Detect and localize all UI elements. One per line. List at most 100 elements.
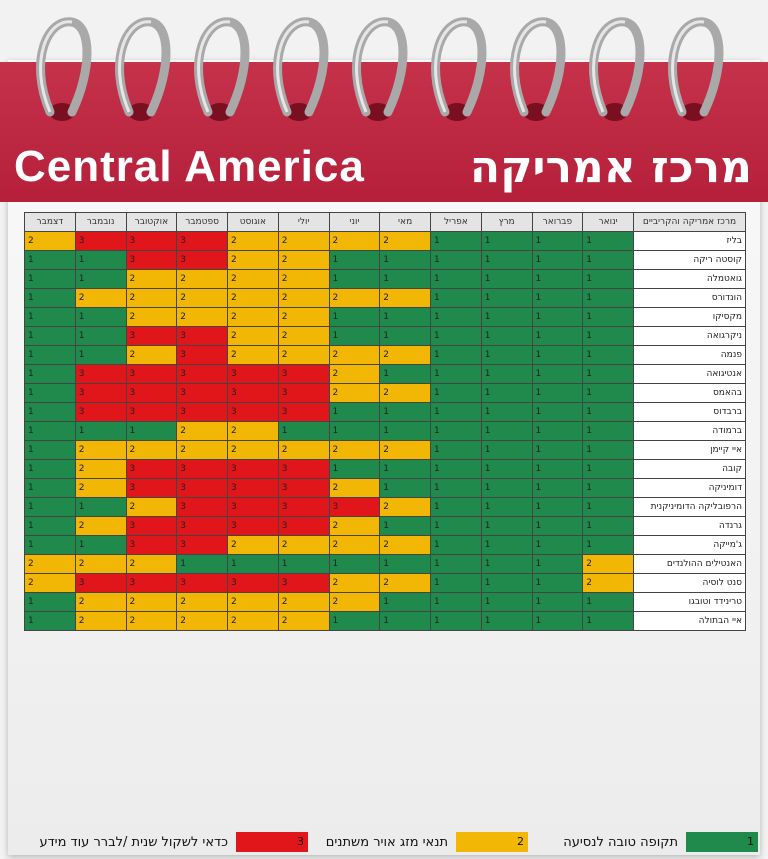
rating-cell: 1 [430,516,482,536]
rating-cell: 1 [430,573,482,593]
rating-cell: 1 [379,516,431,536]
country-row: פנמה 1 1 1 1 2 2 2 2 3 2 1 1 [24,345,746,365]
country-row: קוסטה ריקה 1 1 1 1 1 1 2 2 3 3 1 1 [24,250,746,270]
rating-cell: 1 [328,421,381,441]
rating-cell: 2 [74,592,127,612]
rating-cell: 1 [531,478,584,498]
legend-label: תקופה טובה לנסיעה [563,834,678,850]
rating-cell: 1 [74,307,127,327]
rating-cell: 1 [74,497,127,517]
rating-cell: 2 [74,478,127,498]
country-name: הונדורס [633,288,746,308]
rating-cell: 2 [24,231,76,251]
country-name: סנט לוסיה [633,573,746,593]
rating-cell: 3 [74,402,127,422]
rating-cell: 2 [328,516,381,536]
rating-cell: 1 [125,421,178,441]
country-name: ניקרגואה [633,326,746,346]
rating-cell: 3 [176,573,228,593]
rating-cell: 1 [480,573,533,593]
country-row: איי הבתולה 1 1 1 1 1 1 2 2 2 2 2 1 [24,611,746,631]
month-header: יולי [277,212,330,232]
ring-hole [128,103,154,121]
rating-cell: 1 [328,402,381,422]
rating-cell: 1 [582,364,634,384]
rating-cell: 1 [74,269,127,289]
rating-cell: 1 [480,364,533,384]
legend-swatch: 1 [686,832,758,852]
rating-cell: 3 [227,497,279,517]
country-row: האנטילים ההולנדים 2 1 1 1 1 1 1 1 1 2 2 2 [24,554,746,574]
rating-cell: 1 [480,288,533,308]
rating-cell: 3 [176,383,228,403]
rating-cell: 1 [531,611,584,631]
rating-cell: 1 [24,402,76,422]
ring-shine [39,20,73,113]
rating-cell: 2 [379,288,431,308]
rating-cell: 2 [277,440,330,460]
rating-cell: 2 [582,573,634,593]
rating-cell: 2 [125,345,178,365]
rating-cell: 1 [582,497,634,517]
corner-header: מרכז אמריקה והקריביים [633,212,746,232]
rating-cell: 1 [24,307,76,327]
rating-cell: 2 [227,288,279,308]
country-row: ג'מייקה 1 1 1 1 2 2 2 2 3 3 1 1 [24,535,746,555]
rating-cell: 1 [379,326,431,346]
rating-cell: 1 [531,497,584,517]
rating-cell: 3 [176,516,228,536]
rating-cell: 1 [379,478,431,498]
rating-cell: 1 [227,554,279,574]
rating-cell: 1 [531,440,584,460]
rating-cell: 3 [277,478,330,498]
rating-cell: 1 [24,440,76,460]
country-row: בליז 1 1 1 1 2 2 2 2 3 3 3 2 [24,231,746,251]
rating-cell: 1 [582,402,634,422]
rating-cell: 2 [379,535,431,555]
rating-cell: 1 [430,383,482,403]
month-header: דצמבר [24,212,76,232]
legend-swatch: 2 [456,832,528,852]
rating-cell: 1 [582,383,634,403]
rating-cell: 1 [582,250,634,270]
rating-cell: 1 [328,554,381,574]
rating-cell: 2 [24,573,76,593]
rating-cell: 1 [480,231,533,251]
rating-cell: 1 [430,535,482,555]
rating-cell: 3 [277,364,330,384]
rating-cell: 1 [328,269,381,289]
rating-cell: 3 [176,326,228,346]
rating-cell: 1 [24,478,76,498]
country-row: איי קיימן 1 1 1 1 2 2 2 2 2 2 2 1 [24,440,746,460]
ring-hole [681,103,707,121]
rating-cell: 1 [277,421,330,441]
month-header: יוני [328,212,381,232]
rating-cell: 2 [277,535,330,555]
rating-cell: 3 [176,250,228,270]
rating-cell: 2 [227,307,279,327]
rating-cell: 3 [277,516,330,536]
rating-cell: 2 [379,497,431,517]
rating-cell: 2 [227,269,279,289]
rating-cell: 2 [328,231,381,251]
rating-cell: 1 [480,516,533,536]
country-name: גרנדה [633,516,746,536]
rating-cell: 1 [582,269,634,289]
rating-cell: 2 [74,611,127,631]
ring-shine [671,20,705,113]
month-header: אפריל [430,212,482,232]
rating-cell: 1 [531,345,584,365]
rating-cell: 1 [480,554,533,574]
rating-cell: 1 [430,478,482,498]
rating-cell: 1 [24,611,76,631]
rating-cell: 1 [24,592,76,612]
rating-cell: 3 [277,383,330,403]
rating-cell: 2 [227,250,279,270]
country-name: קוסטה ריקה [633,250,746,270]
country-row: ברבדוס 1 1 1 1 1 1 3 3 3 3 3 1 [24,402,746,422]
month-header: נובמבר [74,212,127,232]
rating-cell: 2 [379,345,431,365]
rating-cell: 2 [125,592,178,612]
rating-cell: 1 [582,516,634,536]
